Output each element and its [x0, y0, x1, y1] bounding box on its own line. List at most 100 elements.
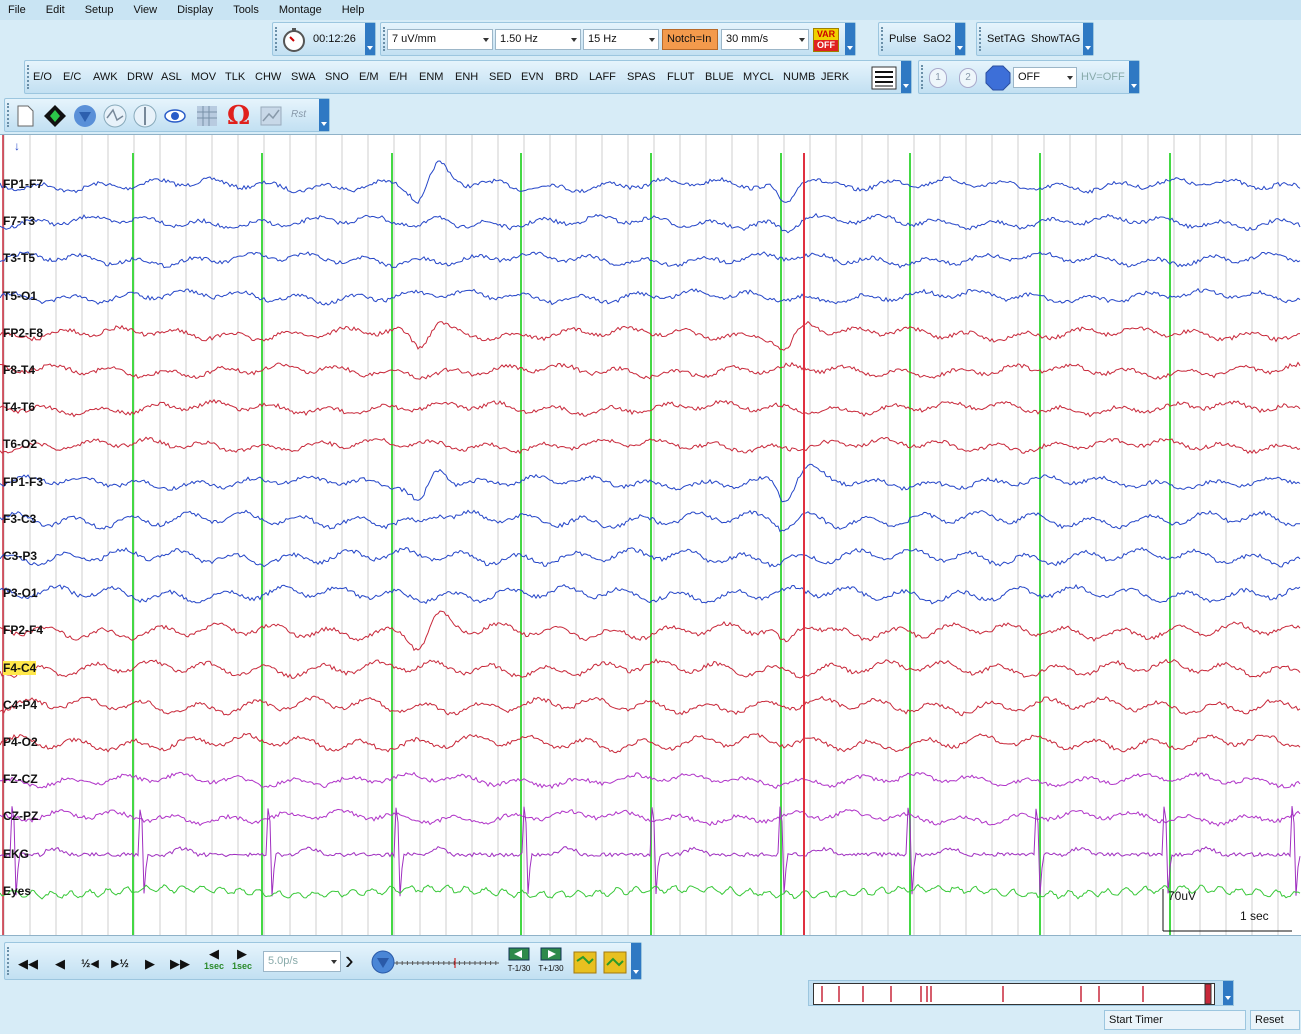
- toolbar-options-icon[interactable]: [901, 61, 911, 93]
- event-button-blue[interactable]: BLUE: [705, 71, 734, 83]
- chart-icon[interactable]: [259, 104, 283, 128]
- start-timer-label[interactable]: Start Timer: [1109, 1014, 1163, 1026]
- eye-icon[interactable]: [163, 104, 187, 128]
- triangle-down-icon[interactable]: [73, 104, 97, 128]
- menu-help[interactable]: Help: [341, 4, 365, 16]
- step-forward-button[interactable]: T+1/30: [537, 947, 565, 973]
- toolbar-grip[interactable]: [27, 65, 30, 89]
- channel-label[interactable]: T4-T6: [3, 400, 36, 415]
- menu-edit[interactable]: Edit: [45, 4, 65, 16]
- event-button-mycl[interactable]: MYCL: [743, 71, 774, 83]
- toolbar-options-icon[interactable]: [955, 23, 965, 55]
- toolbar-grip[interactable]: [383, 27, 386, 51]
- toolbar-options-icon[interactable]: [319, 99, 329, 131]
- eeg-waveform-area[interactable]: ↓ FP1-F7 F7-T3 T3-T5 T5-O1 FP2-F8 F8-T4 T4-T6 T…: [0, 134, 1301, 936]
- event-button-tlk[interactable]: TLK: [225, 71, 246, 83]
- channel-label[interactable]: FP1-F3: [3, 474, 44, 489]
- channel-label[interactable]: F8-T4: [3, 363, 36, 377]
- channel-label[interactable]: F3-C3: [3, 511, 37, 526]
- event-button-laff[interactable]: LAFF: [589, 71, 616, 83]
- toolbar-options-icon[interactable]: [1223, 981, 1233, 1005]
- toolbar-grip[interactable]: [979, 27, 982, 51]
- next-half-page-button[interactable]: ▶½: [111, 958, 129, 970]
- event-button-jerk[interactable]: JERK: [821, 71, 850, 83]
- var-off-button[interactable]: VAR OFF: [813, 28, 839, 52]
- montage-icon[interactable]: [871, 66, 897, 90]
- event-button-mov[interactable]: MOV: [191, 71, 217, 83]
- menu-view[interactable]: View: [133, 4, 158, 16]
- event-button-asl[interactable]: ASL: [161, 71, 182, 83]
- event-button-flut[interactable]: FLUT: [667, 71, 695, 83]
- toolbar-options-icon[interactable]: [365, 23, 375, 55]
- next-page-button[interactable]: ▶: [145, 956, 155, 971]
- channel-label[interactable]: C3-P3: [3, 549, 38, 563]
- photic-2-button[interactable]: 2: [959, 68, 977, 88]
- event-button-spas[interactable]: SPAS: [627, 71, 656, 83]
- event-button-sed[interactable]: SED: [489, 71, 512, 83]
- sao2-button[interactable]: SaO2: [923, 33, 952, 45]
- channel-label[interactable]: T5-O1: [3, 288, 38, 303]
- event-button-brd[interactable]: BRD: [555, 71, 579, 83]
- channel-label[interactable]: FP1-F7: [3, 177, 44, 191]
- event-button-evn[interactable]: EVN: [521, 71, 544, 83]
- menu-display[interactable]: Display: [177, 4, 214, 16]
- forward-1sec-button[interactable]: ▶ 1sec: [231, 946, 253, 972]
- menu-tools[interactable]: Tools: [233, 4, 259, 16]
- toolbar-options-icon[interactable]: [1083, 23, 1093, 55]
- diamond-marker-icon[interactable]: [43, 104, 67, 128]
- playback-speed-select[interactable]: 5.0p/s: [263, 951, 341, 972]
- eeg-traces[interactable]: [0, 135, 1301, 935]
- event-timeline[interactable]: [813, 983, 1215, 1005]
- folder-import-icon[interactable]: [603, 949, 627, 975]
- event-button-awk[interactable]: AWK: [93, 71, 118, 83]
- reset-text-icon[interactable]: Rst: [291, 109, 306, 120]
- folder-export-icon[interactable]: [573, 949, 597, 975]
- toolbar-grip[interactable]: [7, 947, 10, 975]
- channel-label[interactable]: FZ-CZ: [3, 772, 38, 787]
- channel-label[interactable]: P3-O1: [3, 586, 38, 601]
- channel-label[interactable]: FP2-F8: [3, 325, 44, 340]
- toolbar-options-icon[interactable]: [845, 23, 855, 55]
- channel-label[interactable]: C4-P4: [3, 697, 38, 712]
- new-page-icon[interactable]: [13, 104, 37, 128]
- event-button-chw[interactable]: CHW: [255, 71, 282, 83]
- channel-label[interactable]: F4-C4: [3, 660, 37, 675]
- stop-icon[interactable]: [985, 65, 1011, 91]
- channel-label[interactable]: EKG: [3, 846, 30, 861]
- back-1sec-button[interactable]: ◀ 1sec: [203, 946, 225, 972]
- toolbar-grip[interactable]: [881, 27, 884, 51]
- step-back-button[interactable]: T-1/30: [505, 947, 533, 973]
- pulse-button[interactable]: Pulse: [889, 33, 917, 45]
- toolbar-grip[interactable]: [275, 27, 278, 51]
- event-button-e-c[interactable]: E/C: [63, 71, 82, 83]
- photic-select[interactable]: OFF: [1013, 67, 1077, 88]
- event-button-numb[interactable]: NUMB: [783, 71, 816, 83]
- channel-label[interactable]: FP2-F4: [3, 623, 44, 638]
- event-button-enm[interactable]: ENM: [419, 71, 444, 83]
- menu-montage[interactable]: Montage: [278, 4, 322, 16]
- event-button-swa[interactable]: SWA: [291, 71, 316, 83]
- channel-label[interactable]: T3-T5: [3, 251, 36, 266]
- event-button-drw[interactable]: DRW: [127, 71, 154, 83]
- paper-speed-select[interactable]: 30 mm/s: [721, 29, 809, 50]
- sensitivity-select[interactable]: 7 uV/mm: [387, 29, 493, 50]
- settag-button[interactable]: SetTAG: [987, 33, 1026, 45]
- first-page-button[interactable]: ◀◀: [18, 956, 38, 971]
- event-button-e-m[interactable]: E/M: [359, 71, 379, 83]
- last-page-button[interactable]: ▶▶: [170, 956, 190, 971]
- toolbar-options-icon[interactable]: [631, 943, 641, 979]
- toolbar-grip[interactable]: [7, 103, 10, 127]
- channel-label[interactable]: CZ-PZ: [3, 809, 39, 824]
- reset-button[interactable]: Reset: [1255, 1014, 1284, 1026]
- spike-icon[interactable]: [103, 104, 127, 128]
- grid-icon[interactable]: [195, 104, 219, 128]
- event-button-enh[interactable]: ENH: [455, 71, 479, 83]
- toolbar-grip[interactable]: [921, 65, 924, 89]
- channel-label[interactable]: Eyes: [3, 883, 32, 898]
- playback-slider[interactable]: [371, 949, 501, 975]
- impedance-omega-icon[interactable]: Ω: [227, 101, 251, 131]
- stopwatch-icon[interactable]: [281, 27, 307, 53]
- high-filter-select[interactable]: 15 Hz: [583, 29, 659, 50]
- low-filter-select[interactable]: 1.50 Hz: [495, 29, 581, 50]
- play-arrow-icon[interactable]: ›: [345, 945, 354, 975]
